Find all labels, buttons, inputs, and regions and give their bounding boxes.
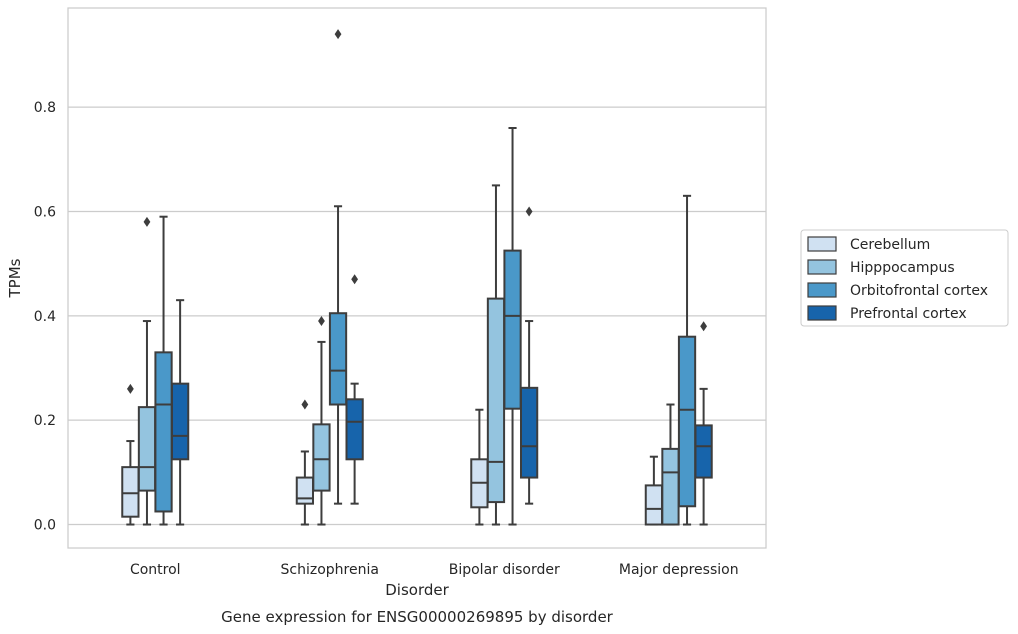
y-tick-label: 0.0: [34, 518, 56, 534]
box-prefrontal-cortex: [170, 299, 190, 526]
box-body: [312, 423, 331, 492]
outlier-marker: [143, 216, 151, 227]
outlier-marker: [700, 321, 708, 332]
box-orbitofrontal-cortex: [677, 194, 697, 526]
box-body: [121, 466, 140, 518]
box-body: [644, 484, 664, 526]
box-body: [661, 447, 680, 526]
outlier-marker: [334, 29, 342, 40]
y-tick-labels: 0.0 0.2 0.4 0.6 0.8: [34, 100, 56, 533]
x-tick-label: Bipolar disorder: [449, 562, 560, 578]
legend-frame: [800, 229, 1009, 327]
legend-label: Prefrontal cortex: [850, 306, 967, 322]
outlier-marker: [301, 399, 309, 410]
box-body: [328, 312, 348, 406]
y-tick-label: 0.2: [34, 413, 56, 429]
box-body: [345, 398, 364, 461]
box-orbitofrontal-cortex: [328, 29, 348, 505]
box-body: [519, 386, 539, 479]
box-orbitofrontal-cortex: [503, 127, 522, 526]
legend-label: Hipppocampus: [850, 260, 955, 276]
legend-swatch: [807, 305, 837, 321]
box-hipppocampus: [312, 316, 331, 526]
y-tick-label: 0.8: [34, 100, 56, 116]
boxes: [121, 29, 713, 526]
y-axis-title: TPMs: [6, 258, 24, 298]
box-cerebellum: [470, 408, 489, 526]
box-cerebellum: [121, 383, 140, 526]
y-tick-label: 0.6: [34, 204, 56, 220]
outlier-marker: [318, 316, 325, 327]
x-tick-label: Major depression: [619, 562, 739, 578]
box-prefrontal-cortex: [519, 206, 539, 505]
x-tick-labels: Control Schizophrenia Bipolar disorder Majo…: [130, 562, 739, 578]
x-axis-title: Disorder: [385, 581, 449, 599]
legend-swatch: [807, 236, 837, 252]
legend-swatch: [807, 282, 837, 298]
plot-background: [68, 8, 766, 548]
box-body: [486, 297, 506, 504]
box-body: [503, 249, 522, 410]
box-body: [295, 476, 315, 505]
outlier-marker: [126, 383, 134, 394]
legend-label: Cerebellum: [850, 237, 930, 253]
legend-swatch: [807, 259, 837, 275]
legend: Cerebellum Hipppocampus Orbitofrontal cort…: [800, 229, 1009, 327]
box-hipppocampus: [486, 184, 506, 526]
box-prefrontal-cortex: [694, 321, 713, 526]
box-body: [694, 424, 713, 479]
box-body: [137, 406, 157, 492]
box-cerebellum: [644, 455, 664, 526]
box-body: [170, 382, 190, 461]
x-tick-label: Schizophrenia: [281, 562, 379, 578]
y-tick-label: 0.4: [34, 309, 56, 325]
box-body: [154, 351, 173, 513]
plot-frame: [67, 7, 767, 549]
legend-label: Orbitofrontal cortex: [850, 283, 988, 299]
box-prefrontal-cortex: [345, 274, 364, 505]
outlier-marker: [525, 206, 533, 217]
x-tick-label: Control: [130, 562, 181, 578]
outlier-marker: [351, 274, 359, 285]
chart-caption: Gene expression for ENSG00000269895 by d…: [221, 608, 614, 626]
box-body: [677, 335, 697, 508]
